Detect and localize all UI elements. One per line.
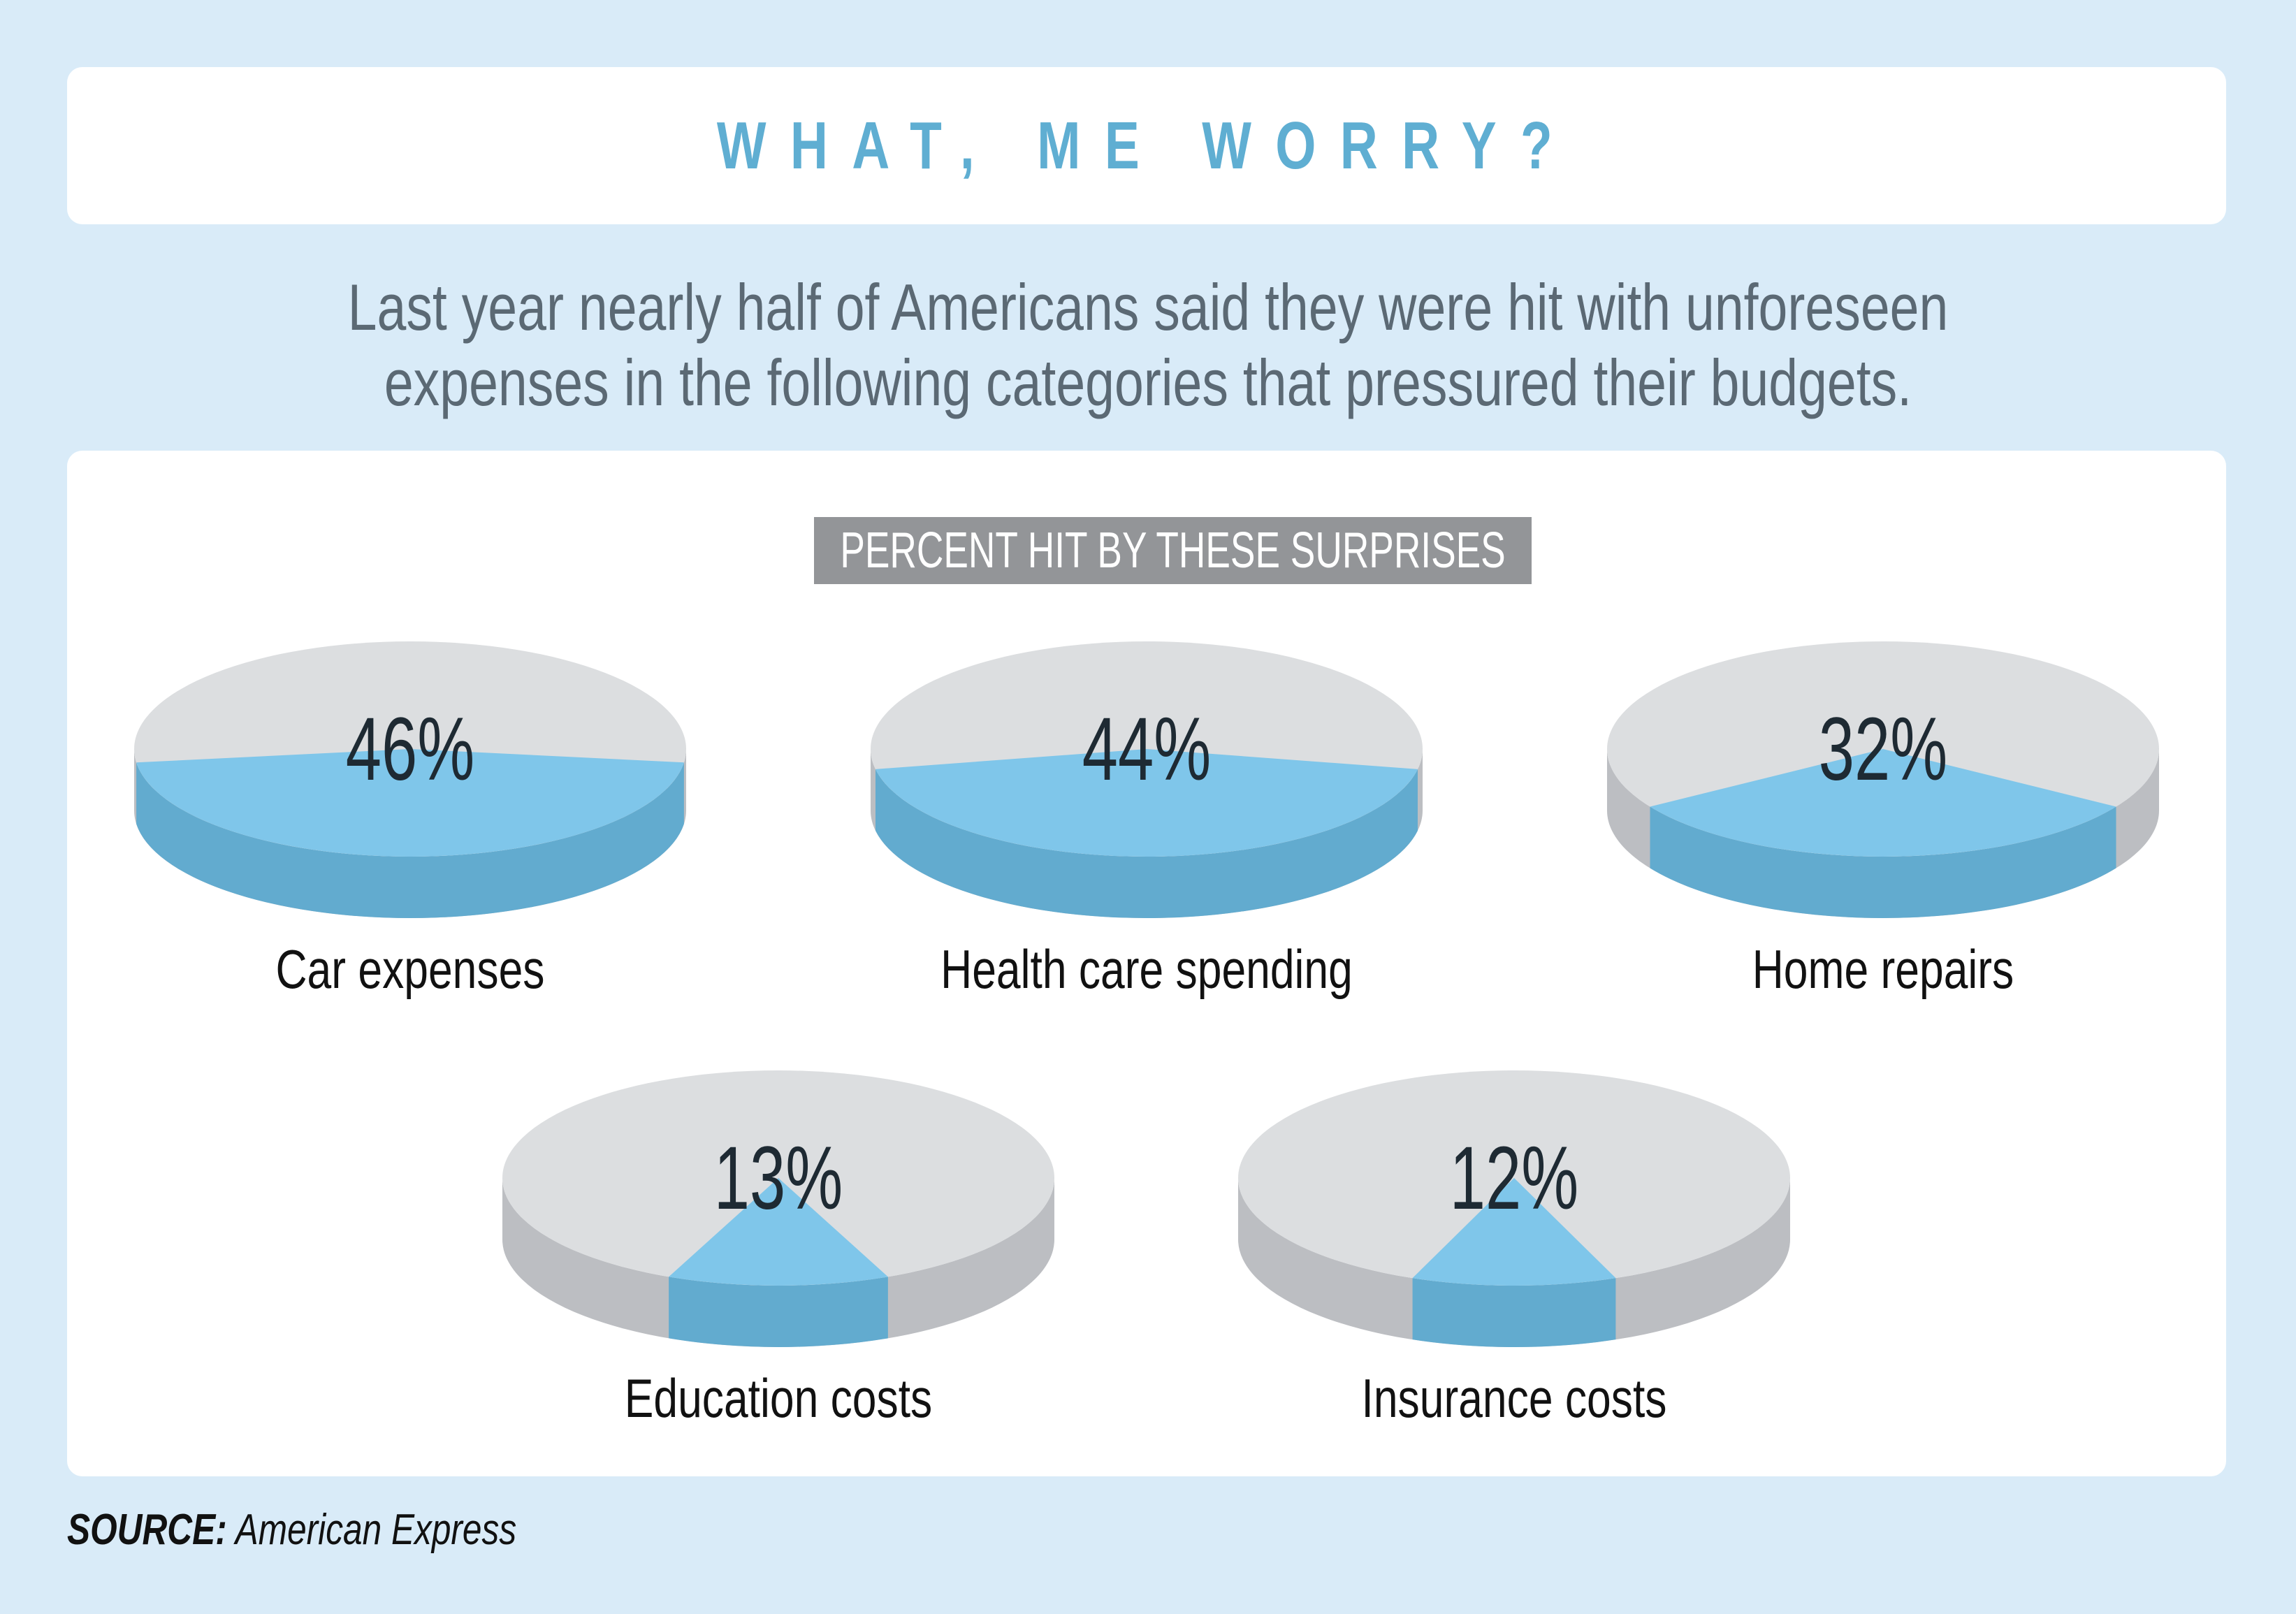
pie-value-label: 44%: [1082, 699, 1211, 799]
pie-slice-5: [1412, 1178, 1616, 1286]
pie-side-slice: [875, 769, 1418, 918]
pie-value-label: 46%: [346, 699, 474, 799]
pie-category-label: Car expenses: [276, 938, 545, 999]
page-title: WHAT, ME WORRY?: [716, 108, 1577, 183]
pie-slice-2: [875, 749, 1418, 857]
pie-side-slice: [136, 762, 684, 918]
pie-value-label: 32%: [1819, 699, 1947, 799]
pie-slice-4: [669, 1178, 888, 1286]
pie-side-slice: [669, 1277, 888, 1347]
pie-category-label: Home repairs: [1752, 938, 2014, 999]
pie-category-label: Education costs: [625, 1367, 932, 1428]
pie-side-slice: [1650, 806, 2116, 919]
pie-category-label: Health care spending: [940, 938, 1353, 999]
pie-value-label: 12%: [1450, 1128, 1578, 1228]
pie-side-rest: [502, 1178, 1054, 1347]
pie-category-label: Insurance costs: [1362, 1367, 1667, 1428]
chart-title-banner: PERCENT HIT BY THESE SURPRISES: [814, 517, 1532, 584]
pie-slice-1: [136, 749, 684, 857]
title-panel: WHAT, ME WORRY?: [67, 67, 2226, 224]
pie-value-label: 13%: [714, 1128, 843, 1228]
source-note: SOURCE: American Express: [67, 1502, 516, 1558]
pie-side-rest: [1238, 1178, 1790, 1347]
source-label: SOURCE:: [67, 1506, 227, 1554]
subtitle-line-2: expenses in the following categories tha…: [384, 346, 1912, 419]
chart-title: PERCENT HIT BY THESE SURPRISES: [840, 523, 1506, 579]
pie-side-slice: [1412, 1278, 1616, 1347]
subtitle-line-1: Last year nearly half of Americans said …: [347, 270, 1949, 344]
chart-panel: [67, 451, 2226, 1476]
source-value: American Express: [235, 1506, 517, 1554]
pie-slice-3: [1650, 749, 2116, 857]
